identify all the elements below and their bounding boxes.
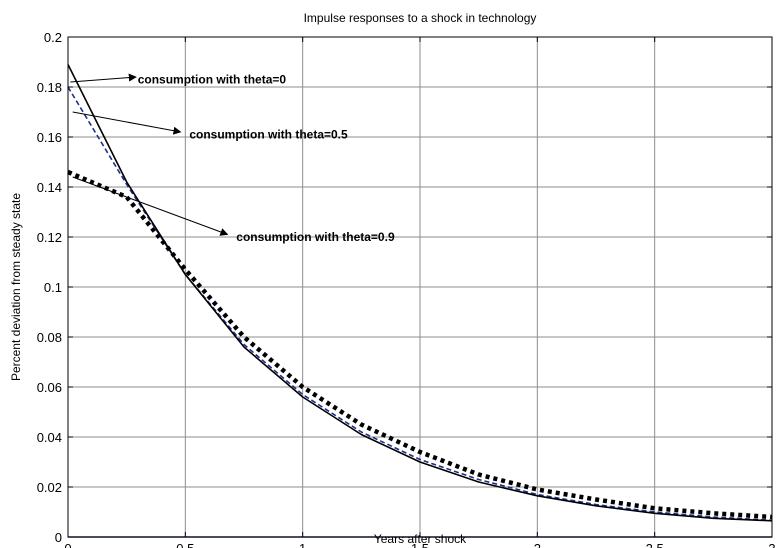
y-tick-label: 0.2 [44, 30, 62, 45]
y-axis-label: Percent deviation from steady state [9, 193, 23, 381]
x-tick-label: 0 [64, 541, 71, 548]
y-tick-label: 0.12 [37, 230, 62, 245]
x-ticks: 0 0.5 1 1.5 2 2.5 3 [64, 37, 776, 548]
annotation-arrow-1 [72, 111, 182, 135]
chart-title: Impulse responses to a shock in technolo… [304, 11, 537, 25]
series-line-1 [67, 86, 773, 522]
y-tick-label: 0.1 [44, 280, 62, 295]
x-tick-label: 2 [534, 541, 541, 548]
y-tick-label: 0.18 [37, 80, 62, 95]
y-tick-label: 0 [55, 530, 62, 545]
x-tick-label: 1 [299, 541, 306, 548]
series-line-0 [67, 64, 773, 522]
annotation-label-2: consumption with theta=0.9 [236, 230, 395, 244]
annotation-arrow-2 [72, 176, 229, 236]
annotations: consumption with theta=0 consumption with… [70, 73, 395, 244]
x-tick-label: 2.5 [646, 541, 664, 548]
y-tick-label: 0.02 [37, 480, 62, 495]
x-tick-label: 3 [768, 541, 775, 548]
x-axis-label: Years after shock [374, 532, 467, 546]
series-layer [67, 64, 773, 522]
annotation-arrow-0 [70, 73, 137, 83]
y-ticks: 0 0.02 0.04 0.06 0.08 0.1 0.12 0.14 0.16 0.18 0.2 [37, 30, 772, 545]
y-tick-label: 0.08 [37, 330, 62, 345]
series-line-2 [67, 169, 773, 520]
grid [68, 37, 772, 538]
annotation-label-1: consumption with theta=0.5 [189, 128, 348, 142]
y-tick-label: 0.16 [37, 130, 62, 145]
y-tick-label: 0.06 [37, 380, 62, 395]
y-tick-label: 0.14 [37, 180, 62, 195]
y-tick-label: 0.04 [37, 430, 62, 445]
annotation-label-0: consumption with theta=0 [138, 73, 287, 87]
x-tick-label: 1.5 [411, 541, 429, 548]
x-tick-label: 0.5 [176, 541, 194, 548]
